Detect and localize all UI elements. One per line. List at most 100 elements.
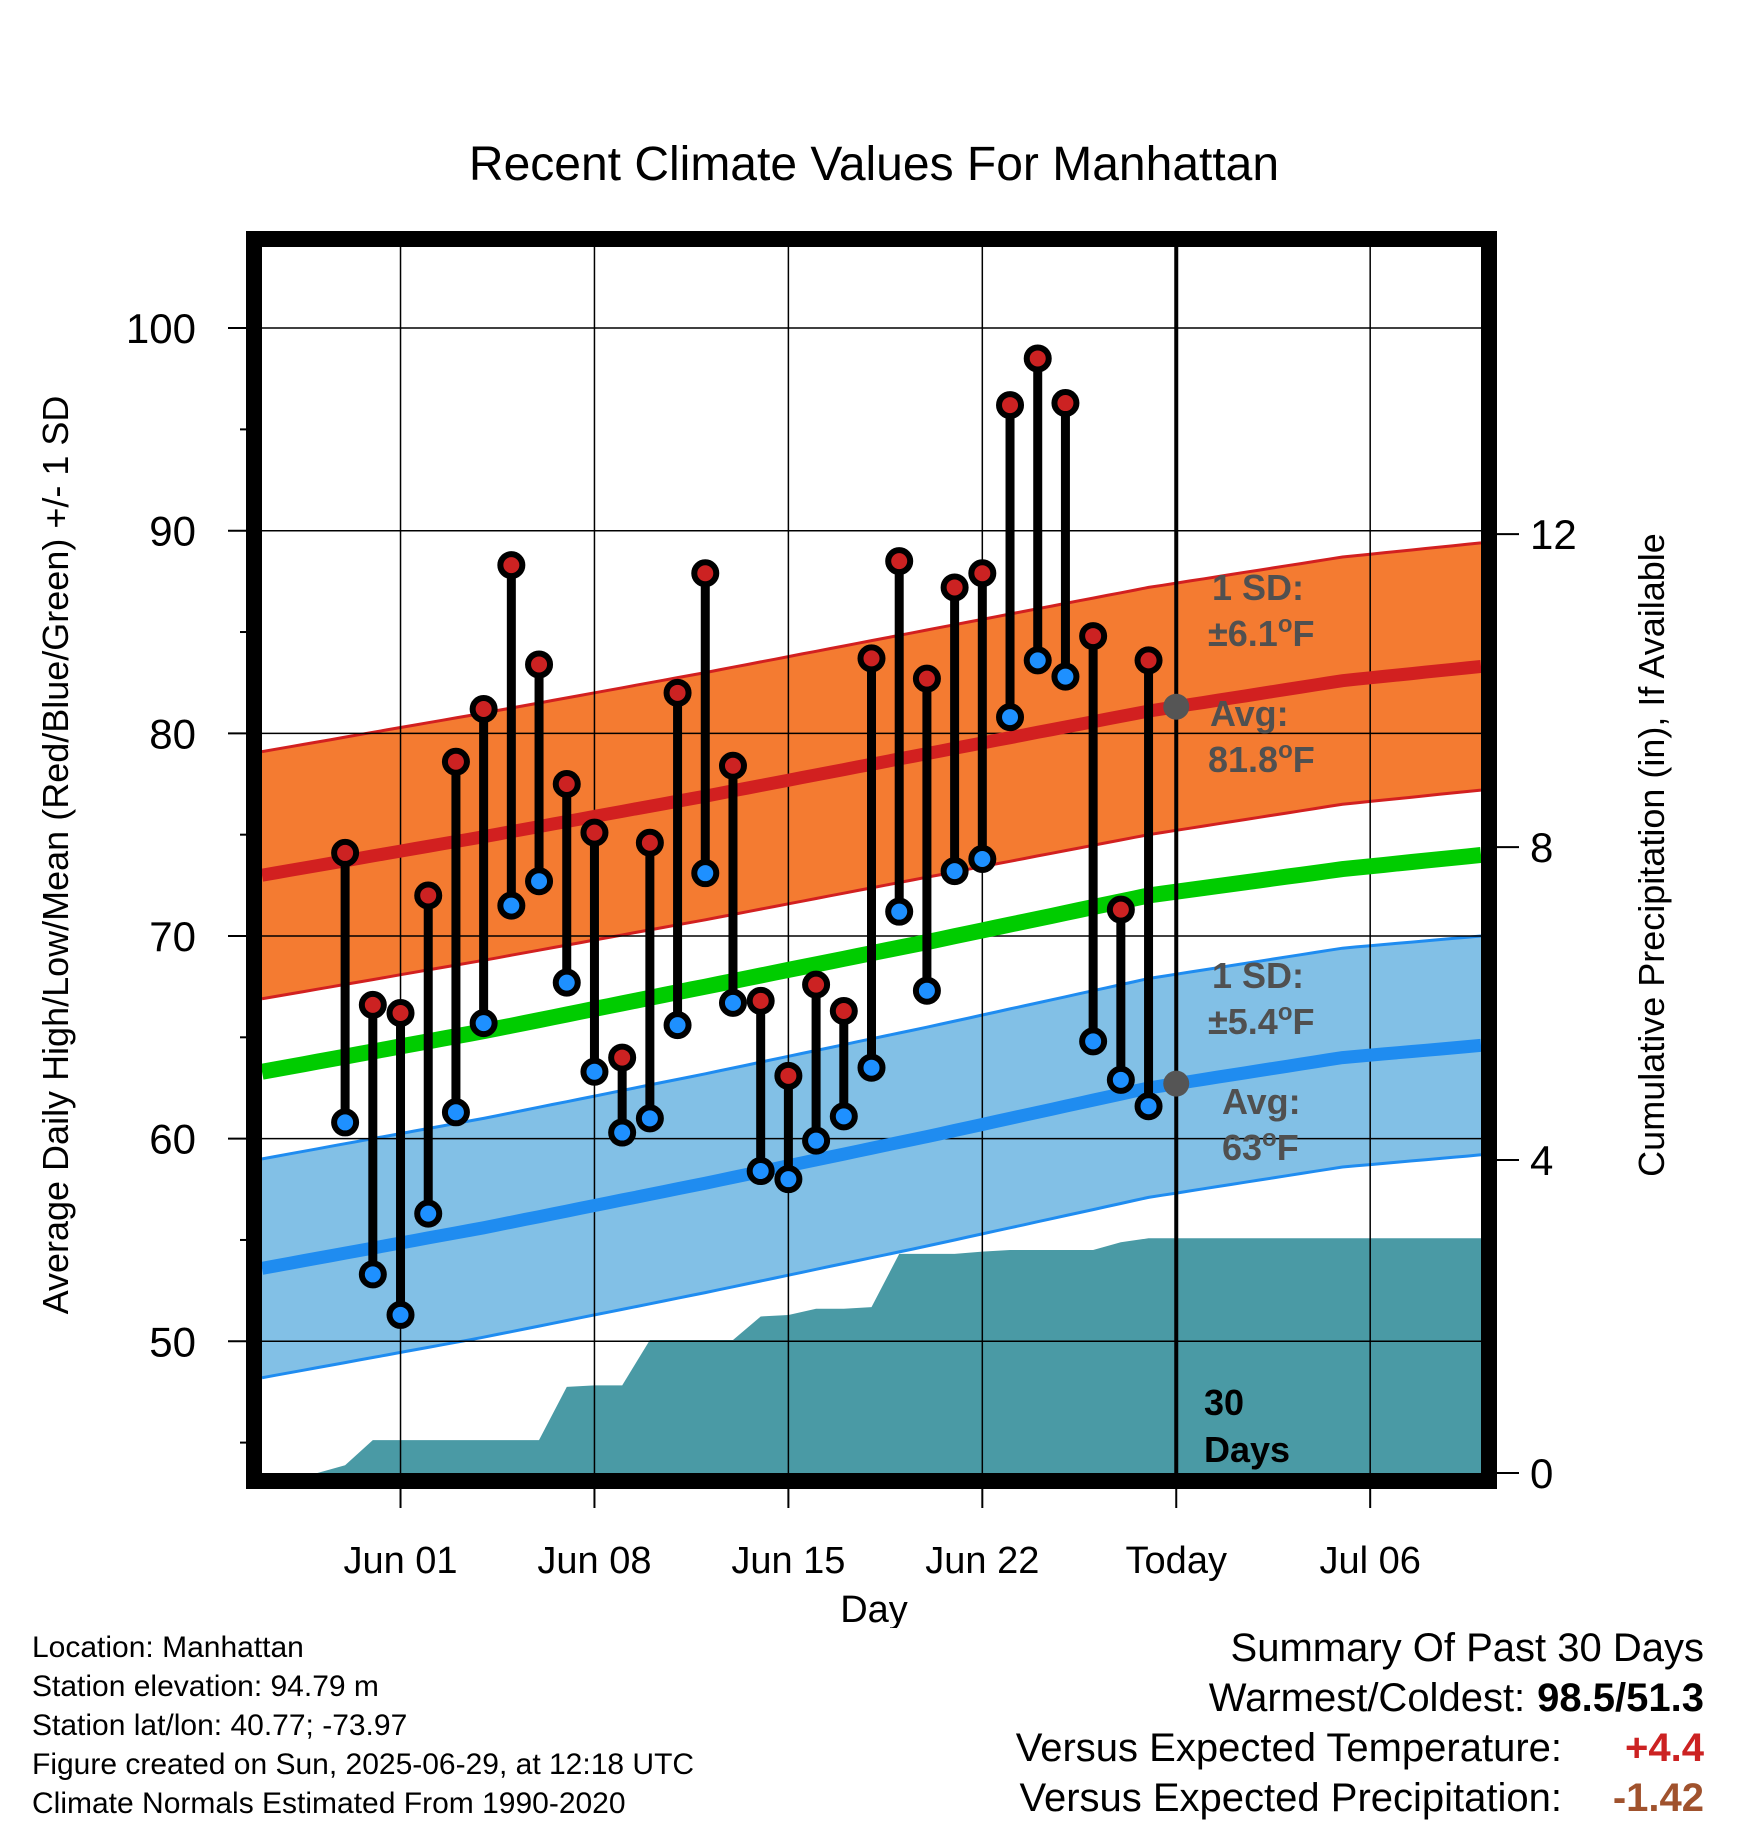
obs-low-point	[1023, 646, 1052, 675]
high-avg-value: 81.8oF	[1208, 737, 1315, 780]
obs-low-point	[829, 1102, 858, 1131]
obs-high-point	[635, 828, 664, 857]
obs-low-point	[746, 1157, 775, 1186]
low-sd-value: ±5.4oF	[1208, 999, 1314, 1042]
obs-high-point	[912, 664, 941, 693]
precip-area	[289, 1238, 1481, 1473]
obs-high-point	[746, 986, 775, 1015]
info-location: Location: Manhattan	[32, 1631, 304, 1664]
obs-low-point	[497, 891, 526, 920]
obs-high-point	[1134, 646, 1163, 675]
obs-low-point	[718, 988, 747, 1017]
obs-low-point	[802, 1126, 831, 1155]
window-label-days-word: Days	[1204, 1429, 1290, 1470]
obs-low-point	[386, 1300, 415, 1329]
obs-low-point	[1079, 1027, 1108, 1056]
obs-low-point	[996, 703, 1025, 732]
today-high-avg-marker	[1163, 693, 1190, 720]
summary-title: Summary Of Past 30 Days	[1230, 1626, 1704, 1670]
obs-low-point	[525, 867, 554, 896]
obs-low-point	[580, 1057, 609, 1086]
obs-low-point	[635, 1104, 664, 1133]
info-latlon: Station lat/lon: 40.77; -73.97	[32, 1709, 408, 1742]
obs-high-point	[331, 838, 360, 867]
summary-temp-label: Versus Expected Temperature:	[1015, 1726, 1562, 1770]
chart-title: Recent Climate Values For Manhattan	[469, 138, 1279, 191]
obs-low-point	[1134, 1092, 1163, 1121]
obs-low-point	[608, 1118, 637, 1147]
x-tick-label: Jul 06	[1319, 1540, 1420, 1582]
y-tick-label: 100	[126, 305, 196, 352]
info-elevation: Station elevation: 94.79 m	[32, 1670, 379, 1703]
obs-low-point	[774, 1165, 803, 1194]
obs-high-point	[718, 751, 747, 780]
x-tick-label: Jun 01	[343, 1540, 457, 1582]
obs-low-point	[940, 857, 969, 886]
y-tick-label: 60	[149, 1116, 196, 1163]
obs-low-point	[663, 1011, 692, 1040]
obs-high-point	[1023, 344, 1052, 373]
plot-frame	[246, 231, 1497, 1489]
obs-low-point	[885, 897, 914, 926]
y2-tick-label: 0	[1530, 1450, 1553, 1497]
x-tick-label: Jun 15	[731, 1540, 845, 1582]
y-axis-label: Average Daily High/Low/Mean (Red/Blue/Gr…	[35, 396, 76, 1315]
y-tick-label: 90	[149, 508, 196, 555]
summary-precip-value: -1.42	[1612, 1776, 1704, 1820]
summary-warm-cold-label: Warmest/Coldest:	[1208, 1676, 1526, 1720]
obs-high-point	[663, 678, 692, 707]
x-axis-label: Day	[840, 1589, 908, 1628]
obs-high-point	[857, 644, 886, 673]
obs-low-point	[469, 1009, 498, 1038]
obs-low-point	[358, 1260, 387, 1289]
y-tick-label: 70	[149, 913, 196, 960]
obs-high-point	[441, 747, 470, 776]
low-avg-value: 63oF	[1222, 1125, 1299, 1168]
high-sd-label: 1 SD:	[1212, 567, 1304, 608]
obs-high-point	[774, 1061, 803, 1090]
high-sd-value: ±6.1oF	[1208, 611, 1314, 654]
obs-low-point	[691, 859, 720, 888]
x-tick-label: Jun 08	[537, 1540, 651, 1582]
info-created: Figure created on Sun, 2025-06-29, at 12…	[32, 1748, 695, 1781]
y2-tick-label: 4	[1530, 1137, 1553, 1184]
y2-axis-label: Cumulative Precipitation (in), If Availa…	[1631, 533, 1672, 1177]
summary-temp-row: Versus Expected Temperature: +4.4	[1016, 1723, 1704, 1773]
obs-low-point	[552, 968, 581, 997]
obs-high-point	[497, 551, 526, 580]
obs-high-point	[469, 695, 498, 724]
obs-low-point	[1051, 662, 1080, 691]
high-sd-upper-edge	[262, 541, 1481, 754]
info-normals: Climate Normals Estimated From 1990-2020	[32, 1787, 626, 1820]
obs-low-point	[414, 1199, 443, 1228]
summary-temp-value: +4.4	[1625, 1726, 1704, 1770]
y2-tick-label: 8	[1530, 824, 1553, 871]
obs-high-point	[552, 770, 581, 799]
obs-high-point	[940, 573, 969, 602]
obs-low-point	[912, 976, 941, 1005]
obs-high-point	[802, 970, 831, 999]
obs-high-point	[1079, 622, 1108, 651]
obs-high-point	[386, 998, 415, 1027]
x-tick-label: Today	[1126, 1540, 1227, 1582]
x-tick-label: Jun 22	[925, 1540, 1039, 1582]
window-label-days-count: 30	[1204, 1382, 1244, 1423]
y2-tick-label: 12	[1530, 511, 1577, 558]
obs-high-point	[885, 547, 914, 576]
obs-high-point	[1106, 895, 1135, 924]
summary-warm-cold-row: Warmest/Coldest: 98.5/51.3	[1016, 1673, 1704, 1723]
obs-low-point	[1106, 1065, 1135, 1094]
obs-high-point	[996, 391, 1025, 420]
summary-panel: Summary Of Past 30 Days Warmest/Coldest:…	[1016, 1623, 1704, 1823]
obs-high-point	[580, 818, 609, 847]
obs-high-point	[691, 559, 720, 588]
summary-warm-cold-value: 98.5/51.3	[1537, 1676, 1704, 1720]
obs-high-point	[525, 650, 554, 679]
obs-low-point	[441, 1098, 470, 1127]
low-sd-label: 1 SD:	[1212, 955, 1304, 996]
station-info: Location: Manhattan Station elevation: 9…	[32, 1628, 694, 1823]
obs-high-point	[968, 559, 997, 588]
low-normal-line	[262, 1038, 1481, 1275]
obs-low-point	[857, 1053, 886, 1082]
